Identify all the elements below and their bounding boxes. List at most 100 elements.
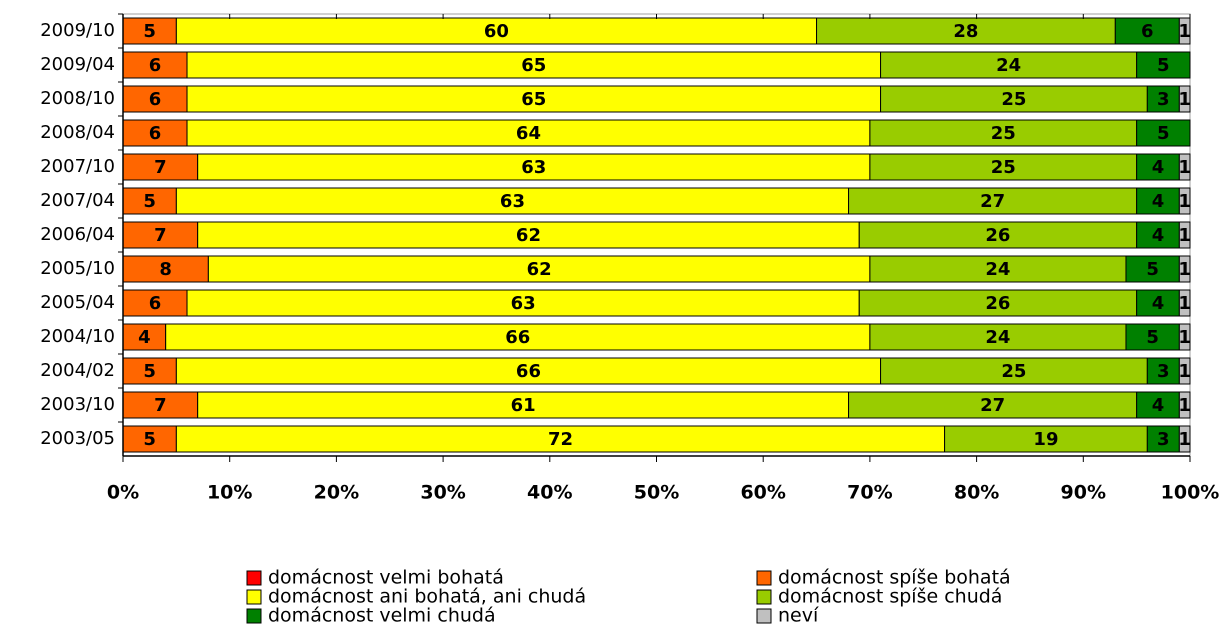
y-tick-label: 2008/10 [40, 88, 115, 109]
legend-label: domácnost velmi bohatá [268, 567, 504, 589]
bar-segment [880, 357, 1148, 385]
bar-segment [848, 187, 1138, 215]
data-label: 72 [548, 429, 573, 450]
data-label: 3 [1157, 429, 1170, 450]
data-label: 24 [996, 55, 1021, 76]
bar-segment [122, 153, 199, 181]
data-label: 7 [154, 395, 167, 416]
data-label: 60 [484, 21, 509, 42]
data-label: 26 [985, 225, 1010, 246]
y-tick-label: 2007/10 [40, 156, 115, 177]
bar-segment [1178, 187, 1191, 215]
data-label: 5 [143, 191, 156, 212]
bar-segment [186, 51, 882, 79]
data-label: 5 [143, 21, 156, 42]
bar-segment [1146, 357, 1180, 385]
data-label: 65 [521, 55, 546, 76]
data-label: 6 [149, 123, 162, 144]
y-tick-label: 2006/04 [40, 224, 115, 245]
data-label: 66 [505, 327, 530, 348]
bar-segment [869, 119, 1138, 147]
data-label: 64 [516, 123, 541, 144]
data-label: 27 [980, 395, 1005, 416]
data-label: 62 [516, 225, 541, 246]
legend-swatch [756, 589, 772, 605]
data-label: 1 [1178, 293, 1191, 314]
y-tick-label: 2008/04 [40, 122, 115, 143]
y-tick-label: 2003/05 [40, 428, 115, 449]
data-label: 3 [1157, 361, 1170, 382]
data-label: 63 [511, 293, 536, 314]
data-label: 7 [154, 225, 167, 246]
x-tick-label: 80% [954, 482, 999, 504]
data-label: 1 [1178, 225, 1191, 246]
x-tick-label: 10% [207, 482, 252, 504]
y-tick-label: 2005/10 [40, 258, 115, 279]
bar-segment [1136, 153, 1180, 181]
legend-swatch [756, 570, 772, 586]
bar-segment [1178, 255, 1191, 283]
data-label: 63 [500, 191, 525, 212]
data-label: 6 [149, 89, 162, 110]
legend-swatch [246, 570, 262, 586]
x-tick-label: 20% [314, 482, 359, 504]
x-tick-label: 100% [1161, 482, 1220, 504]
data-label: 5 [143, 361, 156, 382]
data-label: 5 [143, 429, 156, 450]
data-label: 3 [1157, 89, 1170, 110]
bar-segment [1136, 187, 1180, 215]
data-label: 65 [521, 89, 546, 110]
data-label: 1 [1178, 395, 1191, 416]
bar-segment [1125, 323, 1180, 351]
data-label: 1 [1178, 89, 1191, 110]
x-tick-label: 70% [847, 482, 892, 504]
bar-segment [1178, 153, 1191, 181]
x-tick-label: 0% [107, 482, 139, 504]
data-label: 5 [1146, 259, 1159, 280]
data-label: 63 [521, 157, 546, 178]
legend-swatch [756, 608, 772, 624]
bar-segment [869, 323, 1127, 351]
bar-segment [848, 391, 1138, 419]
bar-segment [1136, 51, 1191, 79]
bar-segment [175, 357, 882, 385]
bar-segment [1178, 391, 1191, 419]
data-label: 19 [1033, 429, 1058, 450]
data-label: 66 [516, 361, 541, 382]
y-tick-label: 2004/02 [40, 360, 115, 381]
data-label: 1 [1178, 429, 1191, 450]
x-tick-label: 30% [420, 482, 465, 504]
data-label: 1 [1178, 157, 1191, 178]
data-label: 7 [154, 157, 167, 178]
y-tick-label: 2005/04 [40, 292, 115, 313]
data-label: 25 [991, 123, 1016, 144]
bar-segment [197, 221, 860, 249]
data-label: 4 [1152, 395, 1165, 416]
bar-segment [122, 391, 199, 419]
data-label: 62 [527, 259, 552, 280]
bar-segment [1178, 289, 1191, 317]
x-tick-label: 60% [740, 482, 785, 504]
data-label: 24 [985, 259, 1010, 280]
bar-segment [858, 289, 1138, 317]
data-label: 6 [149, 55, 162, 76]
data-label: 1 [1178, 361, 1191, 382]
bar-segment [1146, 425, 1180, 453]
data-label: 5 [1157, 123, 1170, 144]
data-label: 1 [1178, 21, 1191, 42]
data-label: 26 [985, 293, 1010, 314]
y-tick-label: 2004/10 [40, 326, 115, 347]
data-label: 61 [511, 395, 536, 416]
data-label: 25 [1001, 361, 1026, 382]
data-label: 4 [138, 327, 151, 348]
data-label: 1 [1178, 327, 1191, 348]
bar-segment [1136, 119, 1191, 147]
y-tick-label: 2003/10 [40, 394, 115, 415]
data-label: 25 [1001, 89, 1026, 110]
data-label: 4 [1152, 293, 1165, 314]
x-tick-label: 90% [1061, 482, 1106, 504]
bar-segment [1178, 85, 1191, 113]
bar-segment [1136, 289, 1180, 317]
legend-swatch [246, 608, 262, 624]
